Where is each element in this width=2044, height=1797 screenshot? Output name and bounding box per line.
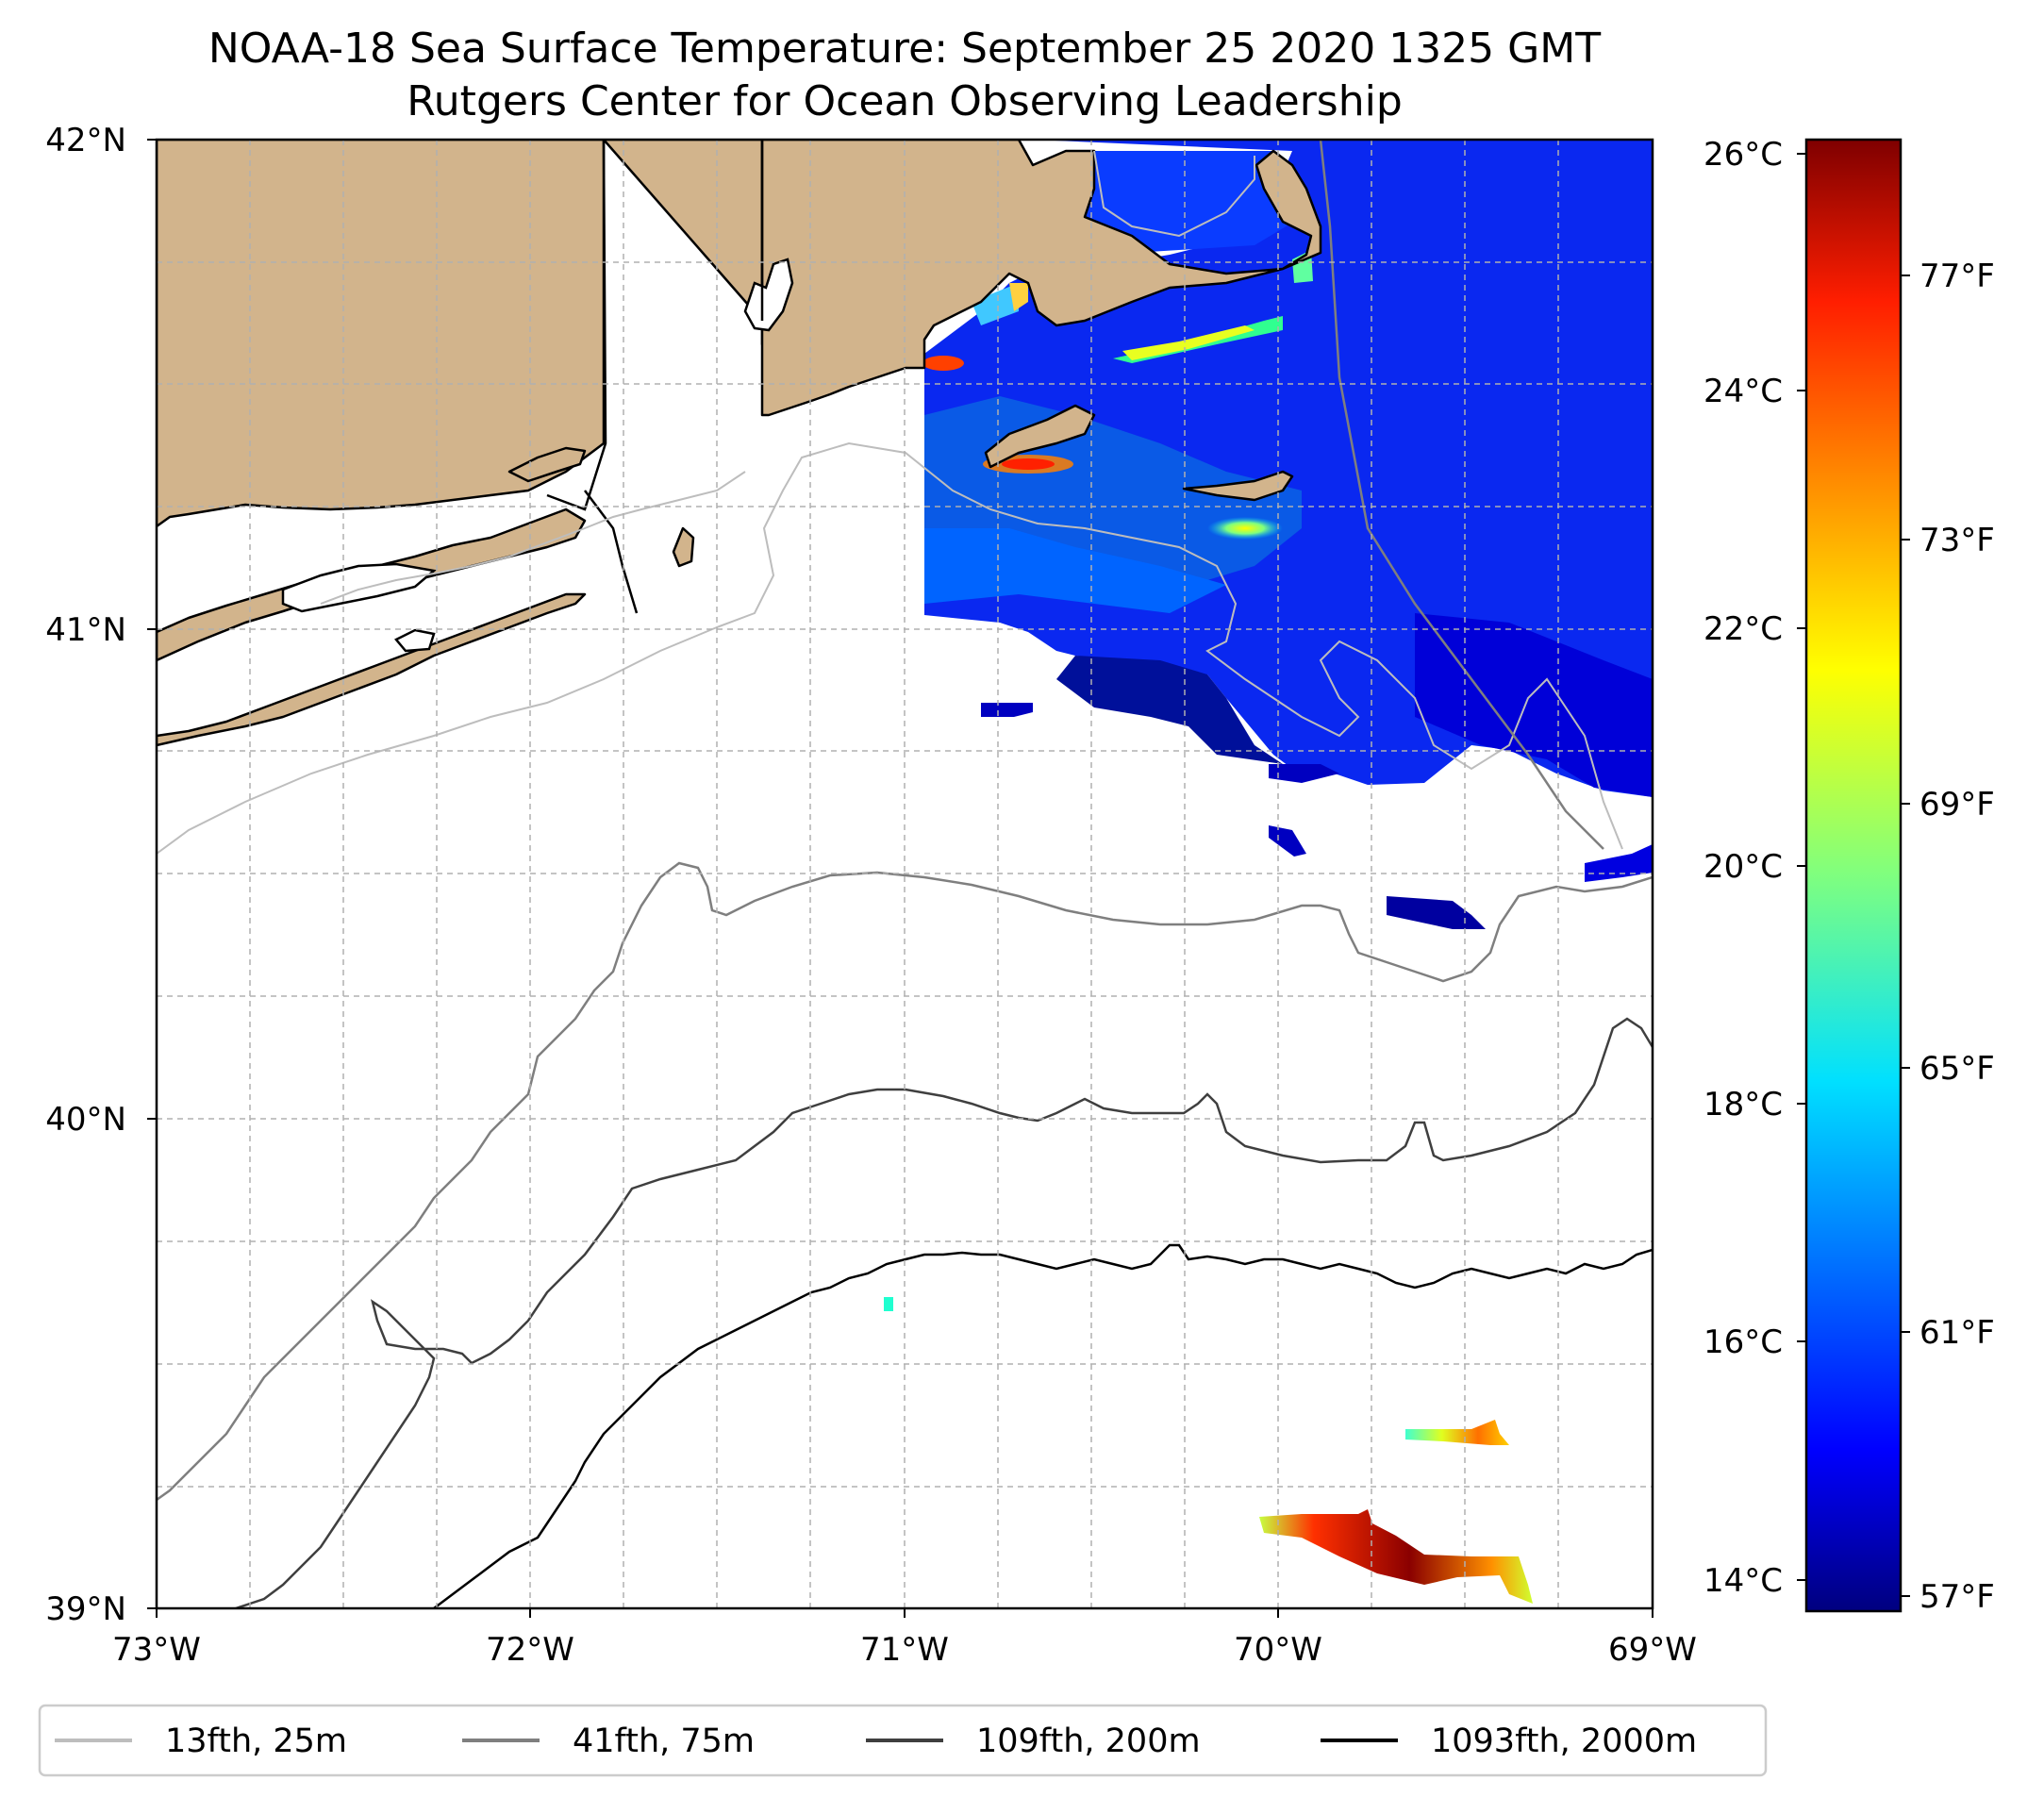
colorbar-celsius-label: 16°C: [1703, 1323, 1783, 1361]
legend-item: 109fth, 200m: [866, 1722, 1201, 1760]
bathymetry-contours: [157, 140, 1653, 1608]
figure-title-line1: NOAA-18 Sea Surface Temperature: Septemb…: [208, 25, 1601, 73]
colorbar-celsius-label: 18°C: [1703, 1086, 1783, 1123]
lon-tick-label: 69°W: [1608, 1631, 1697, 1669]
contour-200m: [235, 1017, 1653, 1608]
colorbar-celsius-label: 22°C: [1703, 610, 1783, 648]
map-plot-area: [157, 140, 1653, 1608]
legend-label: 109fth, 200m: [976, 1722, 1201, 1760]
map-gridlines: [157, 140, 1653, 1608]
lat-tick-label: 39°N: [45, 1590, 126, 1628]
colorbar: 26°C 24°C 22°C 20°C 18°C 16°C 14°C 77°F …: [1703, 136, 1995, 1616]
lon-tick-label: 73°W: [112, 1631, 201, 1669]
legend-item: 41fth, 75m: [462, 1722, 755, 1760]
colorbar-fahrenheit-label: 57°F: [1919, 1578, 1995, 1616]
legend-label: 41fth, 75m: [573, 1722, 755, 1760]
contour-25m-north: [1093, 150, 1255, 238]
colorbar-fahrenheit-label: 77°F: [1919, 258, 1995, 295]
contour-legend: 13fth, 25m 41fth, 75m 109fth, 200m 1093f…: [38, 1704, 1768, 1777]
contour-25m: [157, 441, 1623, 855]
axis-ticks: [147, 139, 1653, 1618]
colorbar-fahrenheit-label: 73°F: [1919, 522, 1995, 559]
lat-tick-label: 42°N: [45, 122, 126, 159]
bays: [281, 258, 794, 653]
contour-25m-inner: [320, 471, 746, 605]
lon-tick-label: 71°W: [860, 1631, 949, 1669]
contour-75m-north: [1319, 140, 1604, 850]
legend-label: 1093fth, 2000m: [1431, 1722, 1697, 1760]
colorbar-celsius-label: 24°C: [1703, 373, 1783, 410]
lat-tick-label: 40°N: [45, 1101, 126, 1139]
contour-2000m: [433, 1243, 1653, 1608]
colorbar-celsius-label: 26°C: [1703, 136, 1783, 174]
colorbar-fahrenheit-label: 61°F: [1919, 1314, 1995, 1352]
lon-tick-label: 72°W: [486, 1631, 574, 1669]
contour-75m: [157, 861, 1653, 1502]
colorbar-celsius-label: 14°C: [1703, 1562, 1783, 1600]
figure-title-line2: Rutgers Center for Ocean Observing Leade…: [407, 77, 1403, 125]
state-borders: [546, 140, 764, 614]
legend-label: 13fth, 25m: [165, 1722, 347, 1760]
colorbar-fahrenheit-label: 69°F: [1919, 786, 1995, 824]
colorbar-celsius-label: 20°C: [1703, 848, 1783, 886]
colorbar-fahrenheit-label: 65°F: [1919, 1050, 1995, 1088]
lon-tick-label: 70°W: [1234, 1631, 1322, 1669]
lat-tick-label: 41°N: [45, 611, 126, 649]
legend-item: 1093fth, 2000m: [1321, 1722, 1697, 1760]
land-masses: [157, 140, 1322, 747]
legend-item: 13fth, 25m: [55, 1722, 347, 1760]
colorbar-gradient: [1804, 138, 1903, 1613]
